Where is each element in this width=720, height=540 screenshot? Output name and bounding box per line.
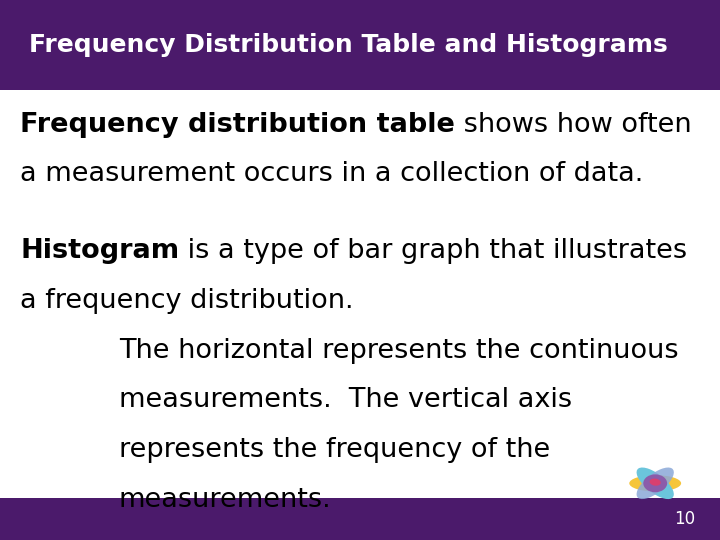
Text: is a type of bar graph that illustrates: is a type of bar graph that illustrates bbox=[179, 238, 688, 264]
Text: measurements.: measurements. bbox=[119, 487, 331, 512]
Text: shows how often: shows how often bbox=[455, 112, 692, 138]
Ellipse shape bbox=[643, 474, 667, 492]
Ellipse shape bbox=[649, 478, 661, 486]
Text: a measurement occurs in a collection of data.: a measurement occurs in a collection of … bbox=[20, 161, 644, 187]
Text: measurements.  The vertical axis: measurements. The vertical axis bbox=[119, 387, 572, 413]
Text: 10: 10 bbox=[674, 510, 695, 528]
Text: The horizontal represents the continuous: The horizontal represents the continuous bbox=[119, 338, 678, 363]
Ellipse shape bbox=[636, 468, 674, 499]
Ellipse shape bbox=[636, 468, 674, 499]
FancyBboxPatch shape bbox=[0, 498, 720, 540]
Text: a frequency distribution.: a frequency distribution. bbox=[20, 288, 354, 314]
FancyBboxPatch shape bbox=[0, 0, 720, 90]
Text: Frequency distribution table: Frequency distribution table bbox=[20, 112, 455, 138]
Text: Frequency Distribution Table and Histograms: Frequency Distribution Table and Histogr… bbox=[29, 33, 667, 57]
Text: Histogram: Histogram bbox=[20, 238, 179, 264]
Ellipse shape bbox=[629, 475, 681, 491]
Text: represents the frequency of the: represents the frequency of the bbox=[119, 437, 550, 463]
